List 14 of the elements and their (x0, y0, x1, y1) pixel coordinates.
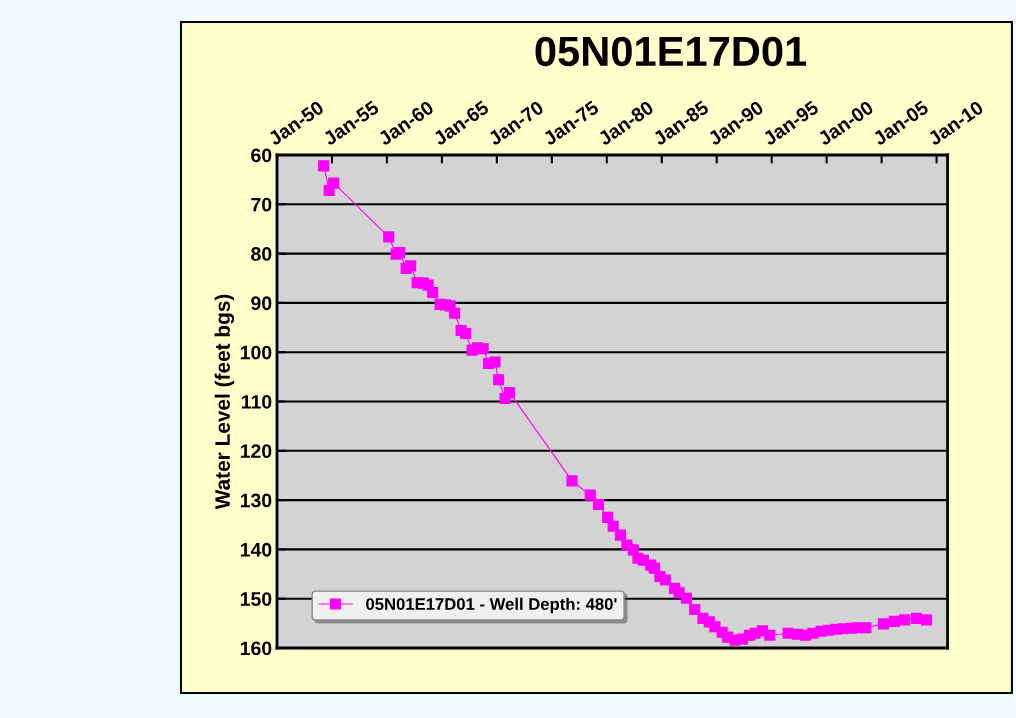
y-tick-label: 150 (240, 592, 272, 606)
y-tick-label: 70 (251, 197, 272, 212)
y-tick-label: 60 (251, 148, 272, 163)
y-tick-label: 80 (251, 247, 272, 261)
y-tick-label: 120 (240, 444, 272, 459)
y-tick-label: 130 (240, 493, 272, 508)
y-tick-label: 160 (240, 641, 272, 656)
y-axis-title: Water Level (feet bgs) (214, 294, 235, 510)
y-tick-label: 110 (241, 394, 272, 409)
y-tick-label: 100 (240, 345, 272, 360)
legend-label: 05N01E17D01 - Well Depth: 480' (366, 597, 617, 614)
chart-title: 05N01E17D01 (535, 36, 807, 67)
y-tick-label: 90 (251, 296, 272, 311)
y-tick-label: 140 (240, 542, 272, 557)
